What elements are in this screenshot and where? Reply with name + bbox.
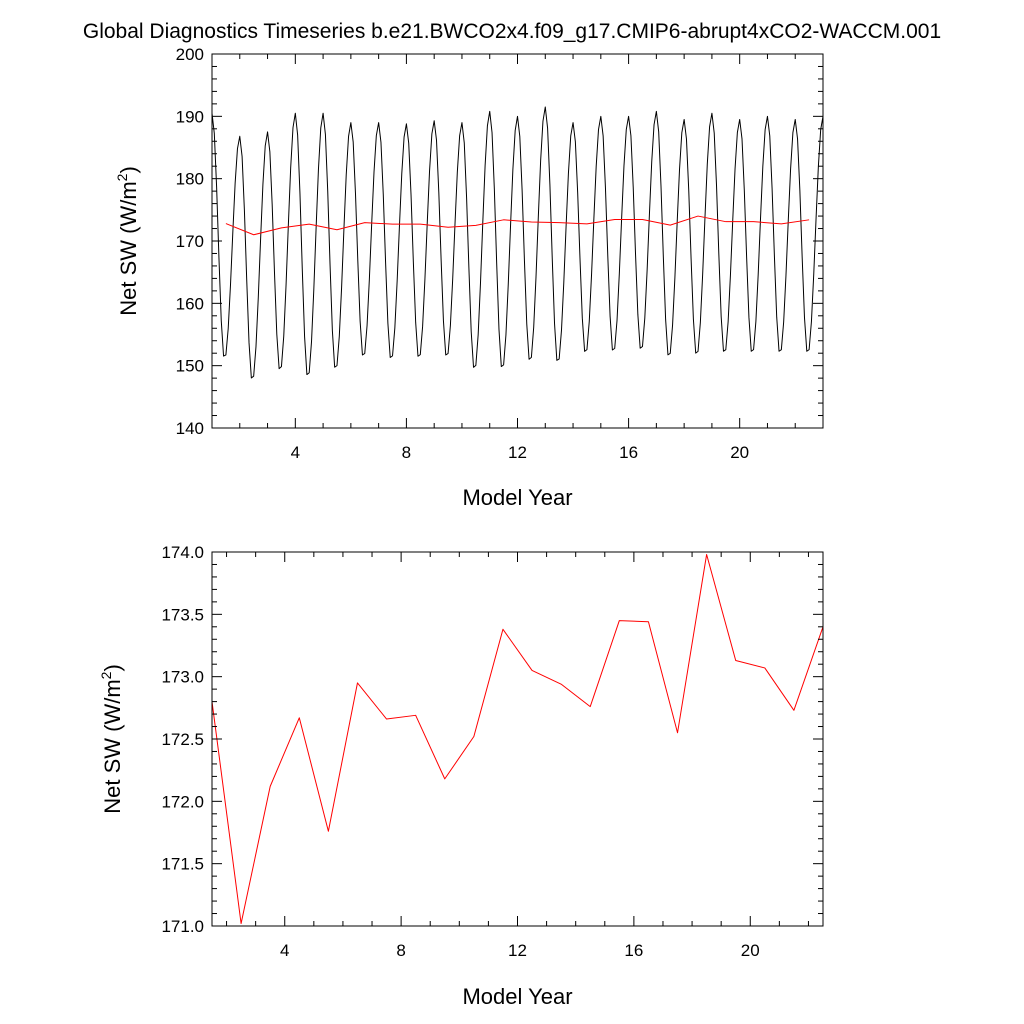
y-axis-label-main: Net SW (W/m: [116, 181, 141, 315]
y-axis-label-end: ): [116, 166, 141, 173]
y-tick-label: 174.0: [161, 543, 204, 562]
y-tick-label: 160: [176, 294, 204, 313]
y-tick-label: 171.0: [161, 917, 204, 936]
y-tick-label: 173.0: [161, 668, 204, 687]
x-tick-label: 4: [280, 941, 289, 960]
y-tick-label: 170: [176, 232, 204, 251]
y-axis-label-superscript: 2: [98, 671, 114, 679]
x-tick-label: 12: [508, 941, 527, 960]
x-tick-label: 20: [730, 443, 749, 462]
figure-title: Global Diagnostics Timeseries b.e21.BWCO…: [83, 20, 941, 43]
y-axis-label-superscript: 2: [114, 173, 130, 181]
x-tick-label: 16: [619, 443, 638, 462]
y-axis-label: Net SW (W/m2): [114, 166, 141, 316]
x-tick-label: 4: [291, 443, 300, 462]
y-tick-label: 171.5: [161, 855, 204, 874]
x-axis-label: Model Year: [462, 485, 572, 510]
x-tick-label: 16: [624, 941, 643, 960]
y-tick-label: 172.0: [161, 792, 204, 811]
series-line-1: [225, 215, 810, 236]
bottom-panel: 171.0 171.5 172.0 172.5 173.0 173.5 174.0 4 8 12 1…: [98, 543, 824, 1009]
series-line-0: [212, 106, 823, 379]
y-axis-label-end: ): [100, 664, 125, 671]
x-axis-label: Model Year: [462, 984, 572, 1009]
y-tick-label: 172.5: [161, 730, 204, 749]
y-tick-label: 180: [176, 170, 204, 189]
series-line-0: [212, 553, 823, 925]
y-tick-label: 173.5: [161, 605, 204, 624]
y-axis-label: Net SW (W/m2): [98, 664, 125, 814]
plot-frame: [211, 53, 824, 429]
y-tick-label: 190: [176, 107, 204, 126]
x-tick-label: 20: [741, 941, 760, 960]
x-tick-label: 12: [508, 443, 527, 462]
x-tick-label: 8: [402, 443, 411, 462]
y-tick-label: 150: [176, 357, 204, 376]
plot-frame: [211, 551, 824, 927]
y-axis-label-main: Net SW (W/m: [100, 679, 125, 813]
y-tick-label: 140: [176, 419, 204, 438]
x-tick-label: 8: [396, 941, 405, 960]
y-tick-label: 200: [176, 45, 204, 64]
top-panel: 140 150 160 170 180 190 200 4 8 12 16 20 Model Year N…: [114, 45, 824, 510]
